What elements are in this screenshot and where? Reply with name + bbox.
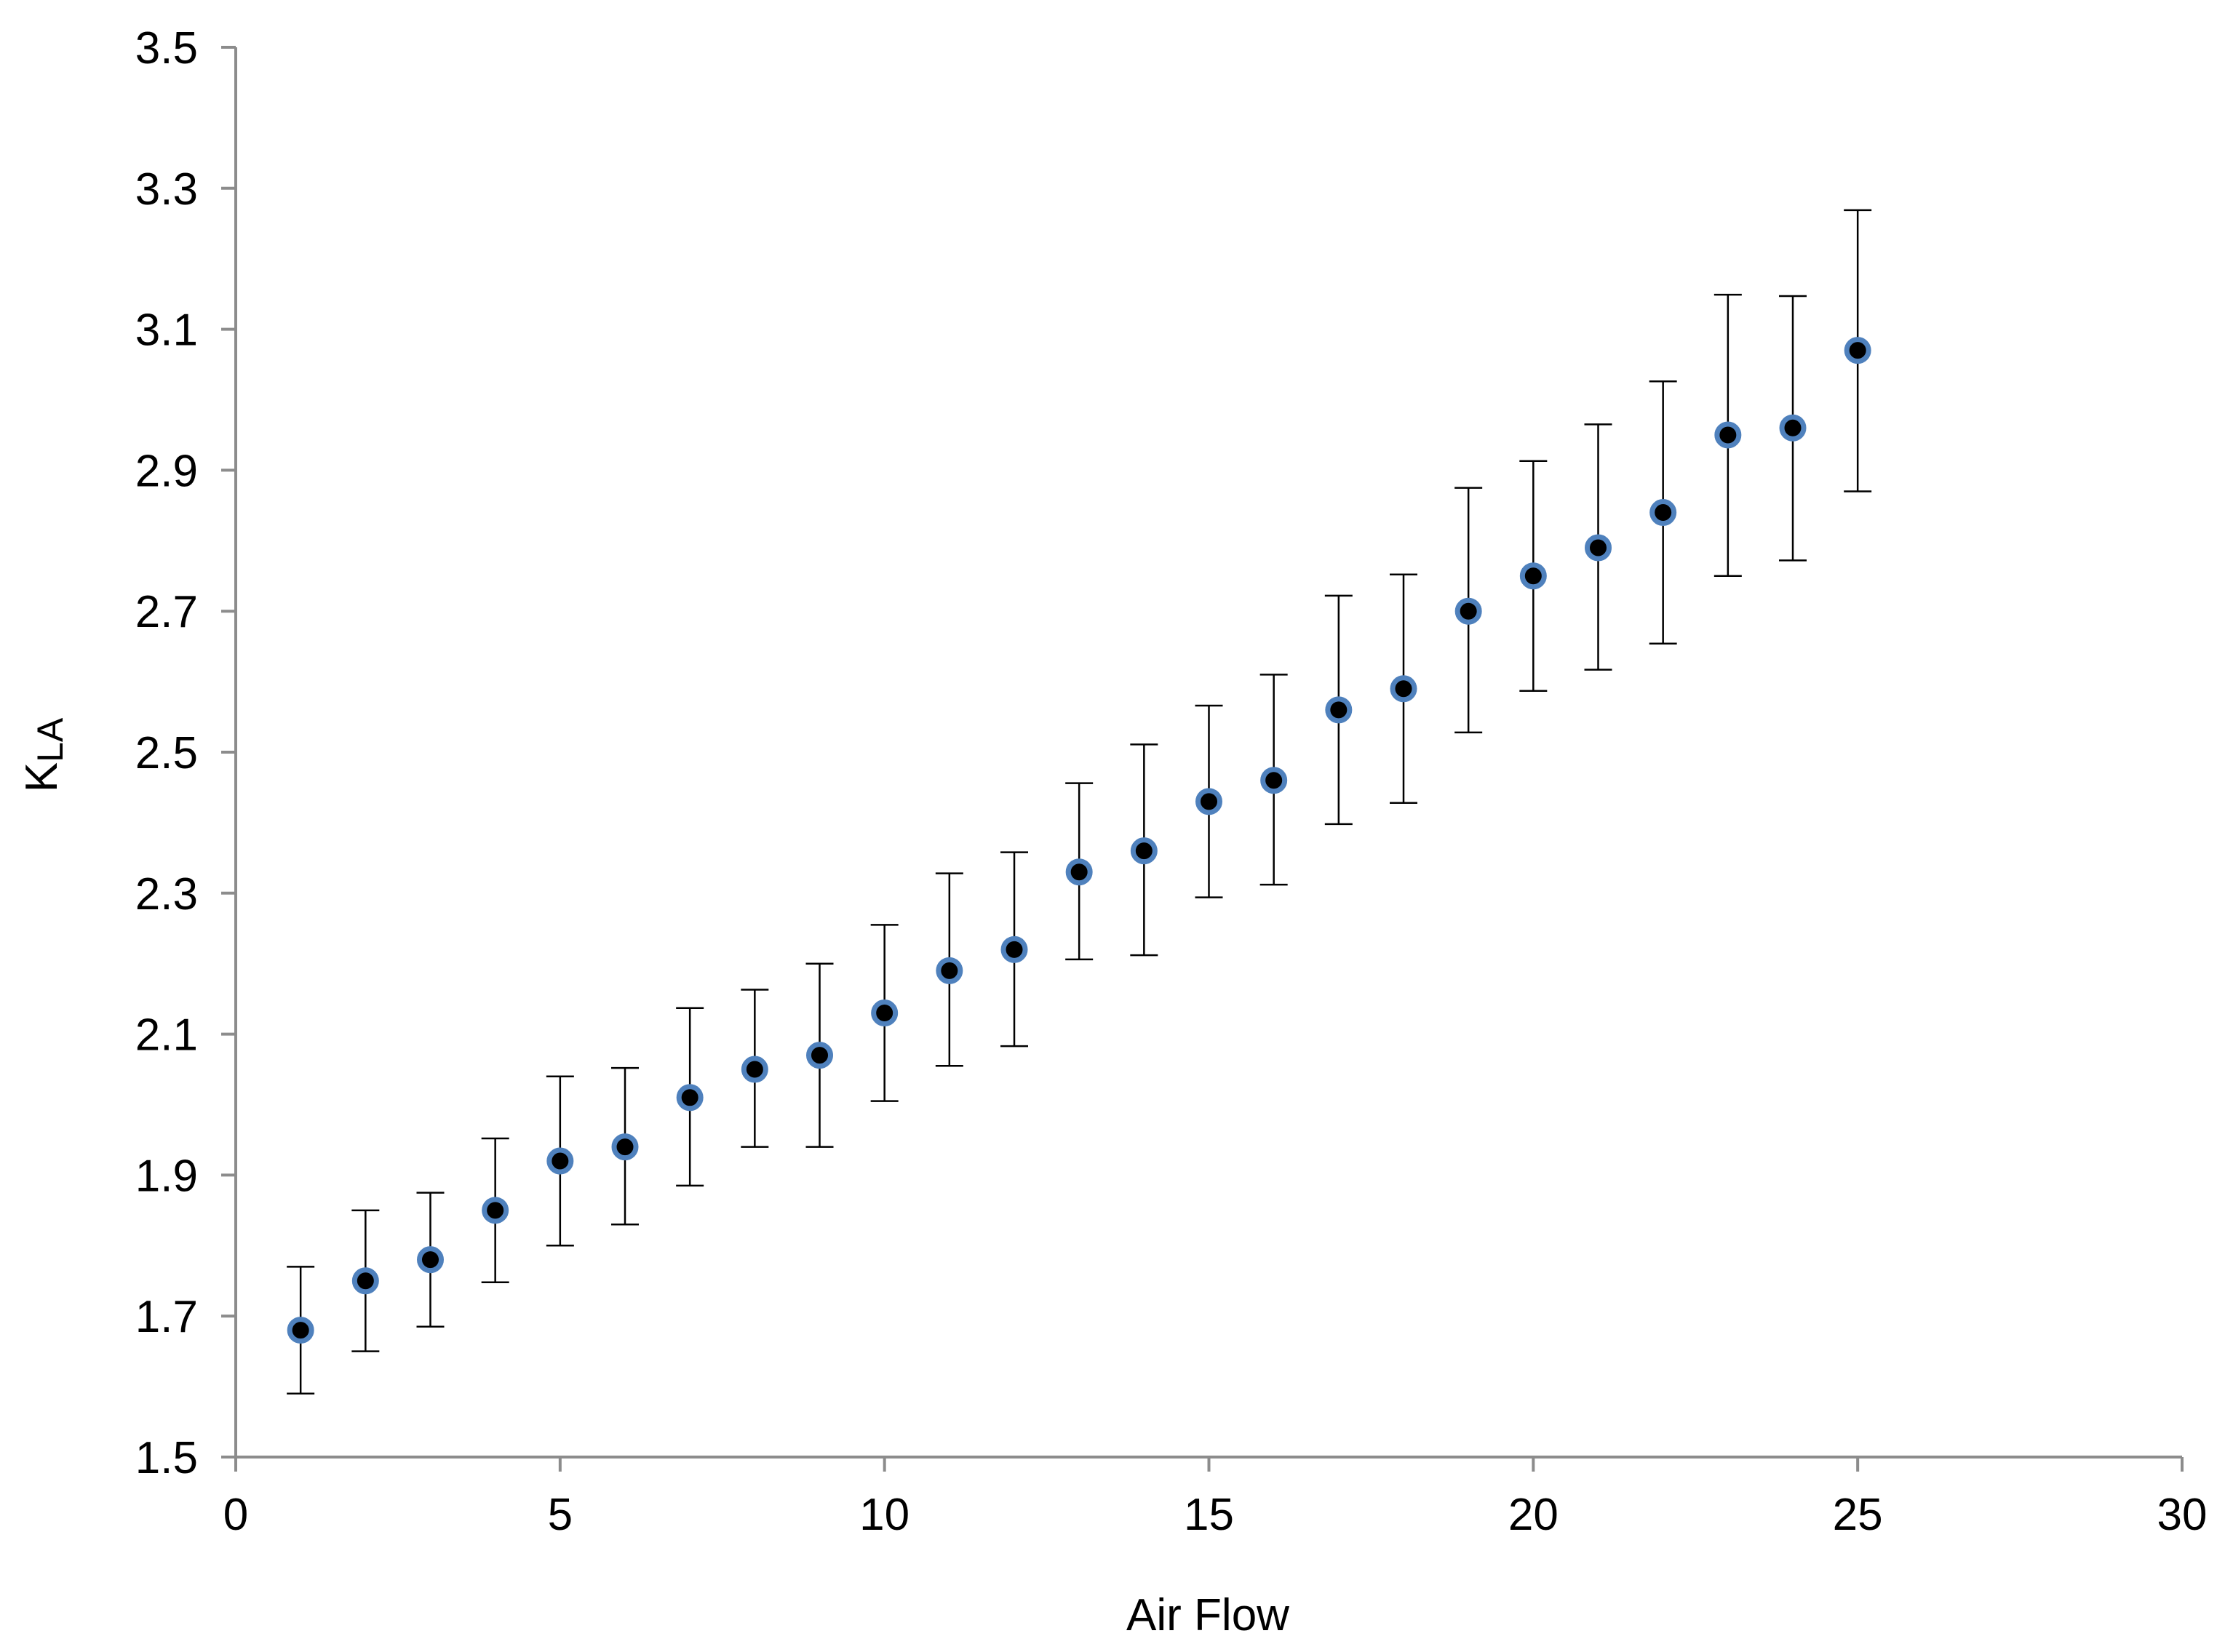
data-point [1195,788,1222,815]
x-tick-label: 30 [2157,1490,2208,1540]
data-point [936,957,963,984]
data-point [1390,675,1417,703]
data-point [676,1084,704,1112]
x-tick-label: 15 [1184,1490,1234,1540]
error-bars [287,209,1872,1395]
data-point [1585,534,1612,562]
data-point [417,1246,444,1274]
tick-labels: 1.5 1.7 1.9 2.1 2.3 2.5 2.7 2.9 3.1 3.3 3.5 0 5 10 15 2… [135,23,2208,1540]
x-axis-title: Air Flow [1126,1590,1289,1640]
data-point [611,1133,639,1161]
data-points [287,337,1871,1344]
y-axis-title: KLA [17,717,71,792]
data-point [1325,696,1353,724]
y-tick-label: 3.5 [135,23,198,73]
axes [221,46,2184,1472]
data-point [482,1197,509,1224]
data-point [1260,767,1288,794]
data-point [1065,858,1093,886]
x-tick-label: 25 [1833,1490,1883,1540]
y-tick-label: 2.5 [135,728,198,778]
y-tick-label: 2.1 [135,1010,198,1061]
data-point [351,1267,379,1295]
data-point [1714,421,1742,449]
data-point [1844,337,1871,364]
x-tick-label: 0 [223,1490,248,1540]
y-tick-label: 3.3 [135,164,198,215]
data-point [546,1147,574,1175]
y-tick-label: 3.1 [135,306,198,356]
data-point [1454,597,1482,625]
y-axis-title-subscript: LA [30,717,71,762]
y-tick-label: 2.9 [135,446,198,496]
y-tick-label: 2.3 [135,869,198,919]
y-tick-label: 1.7 [135,1292,198,1342]
y-tick-label: 1.5 [135,1433,198,1483]
data-point [871,999,899,1027]
y-axis-title-main: K [17,762,67,792]
data-point [806,1042,833,1069]
x-tick-label: 10 [859,1490,909,1540]
y-tick-label: 1.9 [135,1151,198,1201]
data-point [1000,935,1028,963]
y-tick-label: 2.7 [135,587,198,637]
data-point [287,1317,314,1344]
x-tick-label: 20 [1508,1490,1559,1540]
data-point [1649,499,1677,527]
x-tick-label: 5 [548,1490,573,1540]
data-point [1130,837,1158,865]
data-point [741,1056,768,1083]
data-point [1519,562,1547,590]
data-point [1779,414,1807,442]
